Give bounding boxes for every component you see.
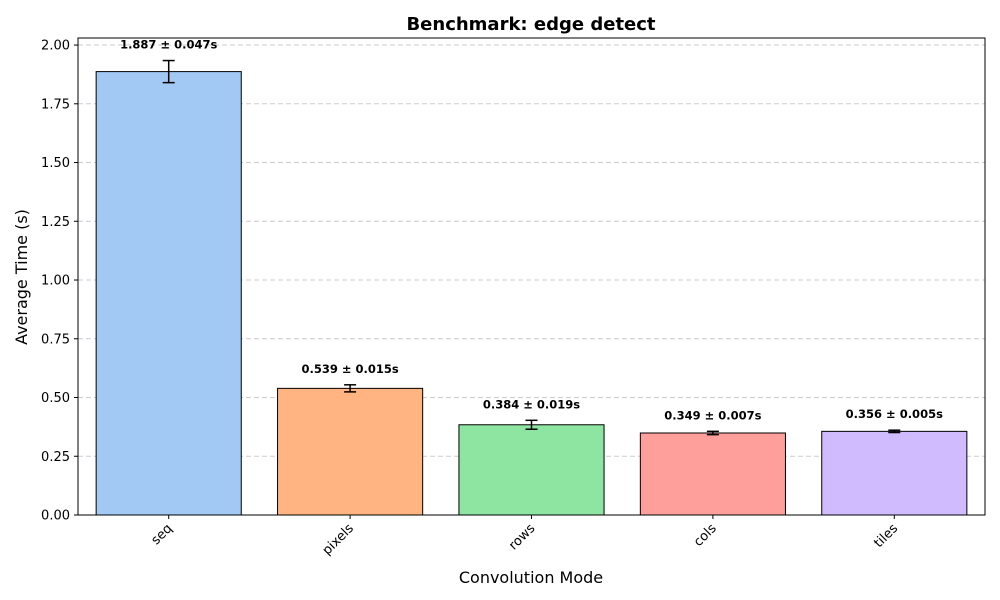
error-bar-cols bbox=[706, 430, 719, 436]
x-tick-label-pixels: pixels bbox=[320, 521, 357, 558]
chart-title: Benchmark: edge detect bbox=[406, 14, 655, 35]
bar-seq bbox=[95, 71, 242, 516]
data-label-pixels: 0.539 ± 0.015s bbox=[301, 362, 398, 376]
bar-tiles bbox=[821, 430, 968, 516]
data-label-cols: 0.349 ± 0.007s bbox=[664, 408, 761, 422]
data-label-rows: 0.384 ± 0.019s bbox=[483, 397, 580, 411]
data-label-tiles: 0.356 ± 0.005s bbox=[846, 407, 943, 421]
x-tick-label-cols: cols bbox=[691, 521, 720, 550]
y-tick-label: 1.25 bbox=[41, 215, 70, 230]
error-bar-seq bbox=[162, 59, 175, 84]
y-tick-label: 1.00 bbox=[41, 274, 70, 289]
error-bar-pixels bbox=[344, 384, 357, 393]
y-axis-label: Average Time (s) bbox=[12, 209, 31, 345]
x-axis: seq pixels rows cols tiles bbox=[149, 515, 901, 558]
y-tick-label: 2.00 bbox=[41, 39, 70, 54]
y-tick-label: 1.75 bbox=[41, 97, 70, 112]
y-tick-label: 0.25 bbox=[41, 450, 70, 465]
y-tick-label: 0.50 bbox=[41, 391, 70, 406]
y-axis: 0.00 0.25 0.50 0.75 1.00 1.25 1.50 1.75 2.00 bbox=[41, 39, 78, 524]
bar-rows bbox=[458, 424, 605, 516]
y-tick-label: 0.75 bbox=[41, 332, 70, 347]
y-tick-label: 1.50 bbox=[41, 156, 70, 171]
bar-pixels bbox=[277, 387, 424, 516]
y-tick-label: 0.00 bbox=[41, 509, 70, 524]
x-tick-label-seq: seq bbox=[149, 521, 176, 548]
error-bar-tiles bbox=[888, 429, 901, 434]
bar-cols bbox=[639, 432, 786, 516]
x-axis-label: Convolution Mode bbox=[459, 568, 603, 587]
error-bars bbox=[162, 59, 901, 436]
data-labels: 1.887 ± 0.047s 0.539 ± 0.015s 0.384 ± 0.01… bbox=[120, 38, 943, 423]
bars bbox=[95, 71, 968, 516]
data-label-seq: 1.887 ± 0.047s bbox=[120, 38, 217, 52]
x-tick-label-rows: rows bbox=[506, 521, 538, 553]
error-bar-rows bbox=[525, 419, 538, 430]
x-tick-label-tiles: tiles bbox=[871, 521, 901, 551]
